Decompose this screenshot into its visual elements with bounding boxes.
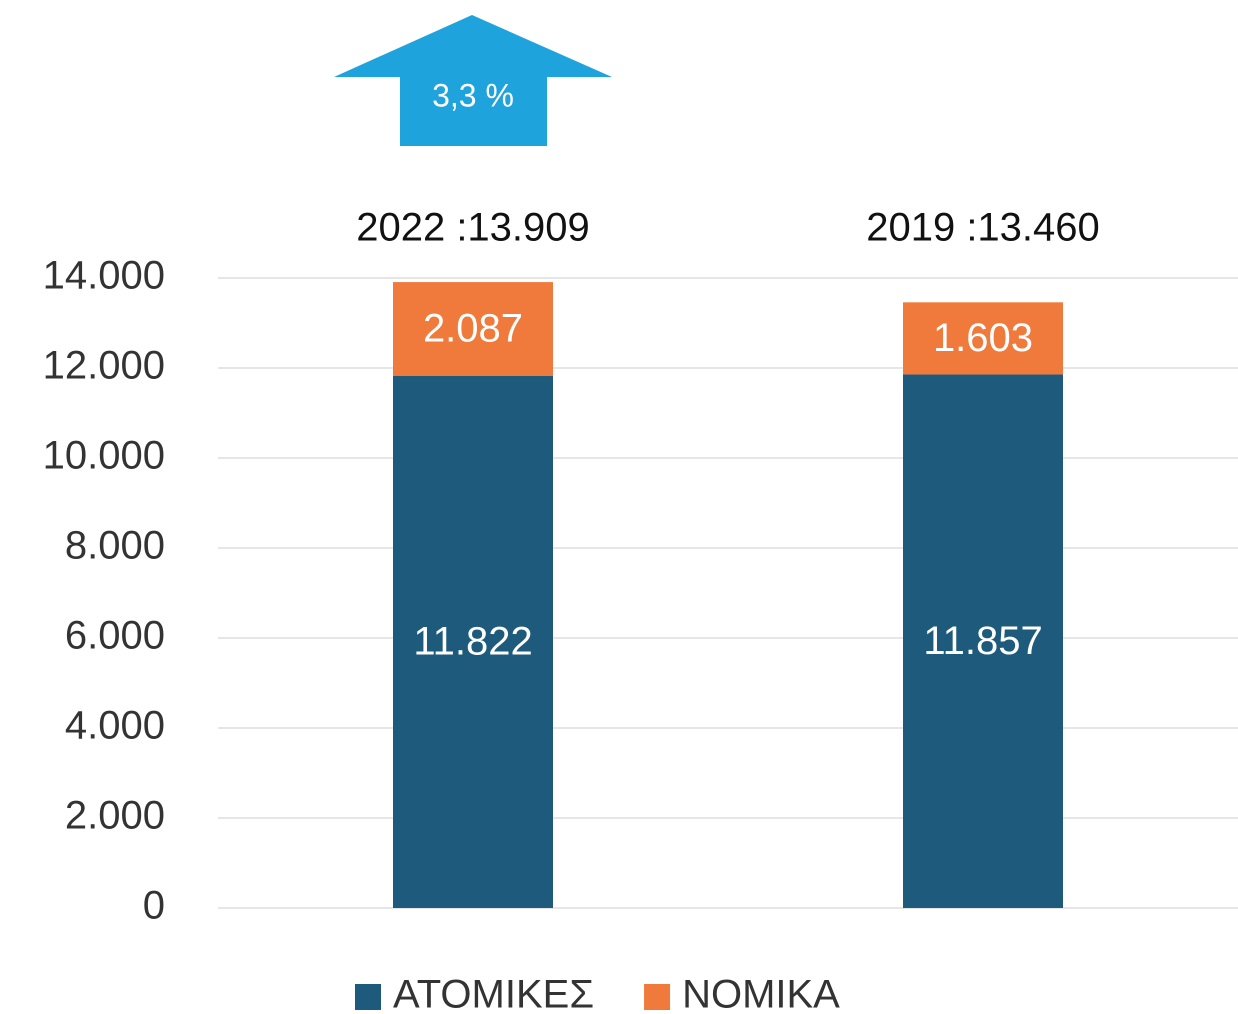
annotation: 3,3 % [432, 77, 514, 113]
category-label: 2022 :13.909 [356, 206, 590, 250]
legend-label: ΑΤΟΜΙΚΕΣ [393, 973, 594, 1014]
value-label: 11.822 [413, 620, 532, 664]
value-label: 2.087 [423, 307, 523, 351]
value-label: 11.857 [923, 619, 1042, 663]
bar-segment [393, 376, 553, 908]
y-tick-label: 2.000 [65, 794, 165, 838]
legend-swatch [355, 984, 381, 1010]
y-tick-label: 0 [143, 884, 165, 928]
bar-segment [903, 302, 1063, 375]
y-tick-label: 10.000 [43, 434, 165, 478]
legend-swatch [644, 984, 671, 1010]
y-tick-label: 8.000 [65, 524, 165, 568]
y-tick-label: 14.000 [43, 254, 165, 298]
category-label: 2019 :13.460 [866, 206, 1100, 250]
value-label: 1.603 [933, 316, 1033, 360]
increase-arrow [334, 15, 612, 146]
bar-segment [393, 282, 553, 377]
y-tick-label: 6.000 [65, 614, 165, 658]
y-tick-label: 12.000 [43, 344, 165, 388]
y-tick-label: 4.000 [65, 704, 165, 748]
legend-label: ΝΟΜΙΚΑ [682, 973, 840, 1014]
bar-segment [903, 374, 1063, 908]
